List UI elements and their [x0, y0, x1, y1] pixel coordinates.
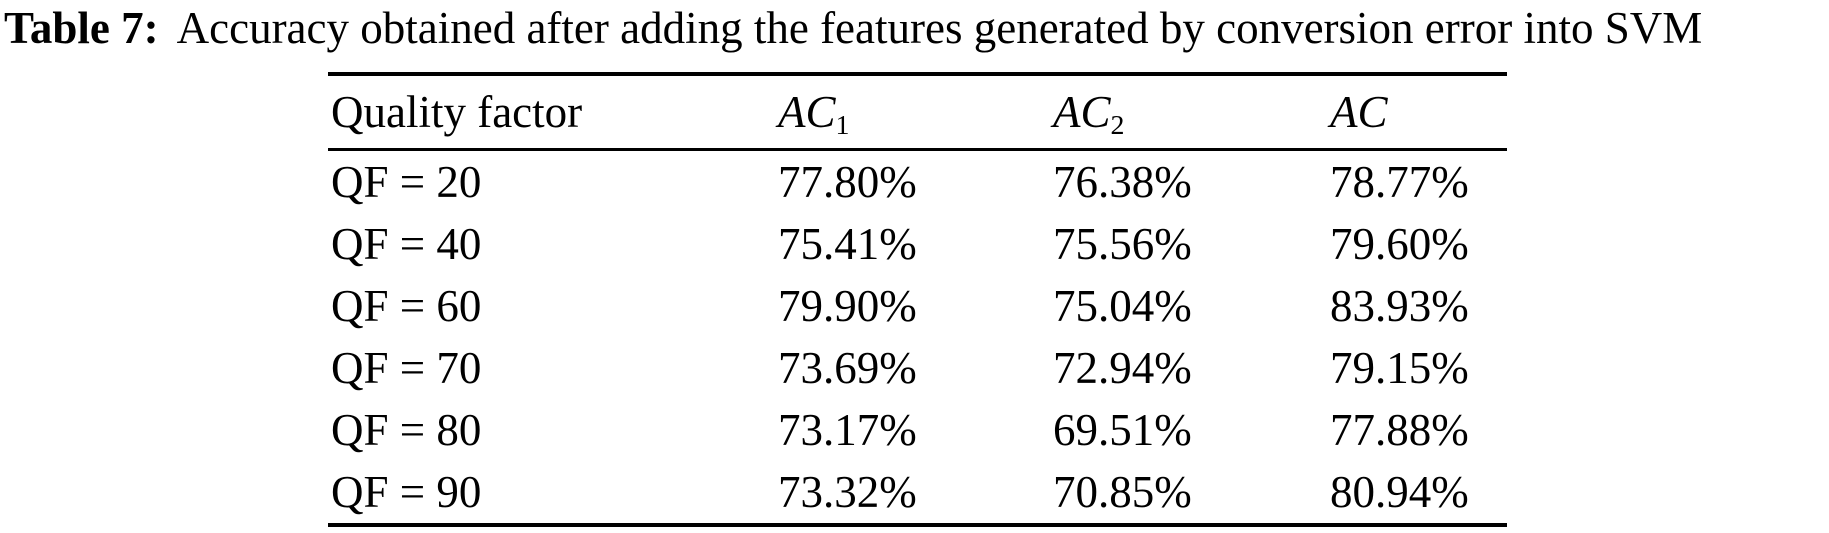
cell-ac: 80.94%	[1330, 466, 1469, 517]
cell-ac1: 73.17%	[778, 404, 917, 455]
cell-ac1: 73.69%	[778, 342, 917, 393]
caption-text: Accuracy obtained after adding the featu…	[176, 3, 1703, 53]
cell-ac: 83.93%	[1330, 280, 1469, 331]
header-ac2-sub: 2	[1110, 109, 1125, 141]
cell-qf: QF = 60	[331, 280, 482, 331]
table-row: QF = 40 75.41% 75.56% 79.60%	[328, 213, 1507, 275]
table-row: QF = 70 73.69% 72.94% 79.15%	[328, 337, 1507, 399]
header-ac2: AC2	[1053, 86, 1330, 139]
table-top-rule	[328, 72, 1507, 76]
header-ac1-base: AC	[778, 86, 836, 137]
table-row: QF = 90 73.32% 70.85% 80.94%	[328, 461, 1507, 523]
cell-ac1: 73.32%	[778, 466, 917, 517]
cell-ac2: 69.51%	[1053, 404, 1192, 455]
cell-qf: QF = 20	[331, 156, 482, 207]
cell-qf: QF = 90	[331, 466, 482, 517]
cell-ac2: 75.04%	[1053, 280, 1192, 331]
cell-ac2: 70.85%	[1053, 466, 1192, 517]
cell-ac2: 75.56%	[1053, 218, 1192, 269]
header-ac-base: AC	[1330, 86, 1388, 137]
header-ac: AC	[1330, 86, 1504, 137]
cell-ac2: 76.38%	[1053, 156, 1192, 207]
cell-ac: 79.15%	[1330, 342, 1469, 393]
table-mid-rule	[328, 148, 1507, 151]
cell-ac: 77.88%	[1330, 404, 1469, 455]
table-row: QF = 60 79.90% 75.04% 83.93%	[328, 275, 1507, 337]
cell-ac1: 77.80%	[778, 156, 917, 207]
table-bottom-rule	[328, 523, 1507, 527]
cell-ac: 79.60%	[1330, 218, 1469, 269]
header-quality-factor: Quality factor	[331, 86, 583, 137]
caption-label: Table 7:	[4, 3, 159, 53]
cell-qf: QF = 80	[331, 404, 482, 455]
table-caption: Table 7: Accuracy obtained after adding t…	[4, 2, 1829, 54]
table-header-row: Quality factor AC1 AC2 AC	[328, 76, 1507, 148]
cell-ac2: 72.94%	[1053, 342, 1192, 393]
table-row: QF = 80 73.17% 69.51% 77.88%	[328, 399, 1507, 461]
table-row: QF = 20 77.80% 76.38% 78.77%	[328, 151, 1507, 213]
cell-qf: QF = 70	[331, 342, 482, 393]
cell-qf: QF = 40	[331, 218, 482, 269]
header-ac1: AC1	[778, 86, 1053, 139]
cell-ac1: 75.41%	[778, 218, 917, 269]
accuracy-table: Quality factor AC1 AC2 AC QF = 20 77.80%…	[328, 72, 1507, 527]
header-ac1-sub: 1	[835, 109, 850, 141]
cell-ac: 78.77%	[1330, 156, 1469, 207]
cell-ac1: 79.90%	[778, 280, 917, 331]
header-ac2-base: AC	[1053, 86, 1111, 137]
